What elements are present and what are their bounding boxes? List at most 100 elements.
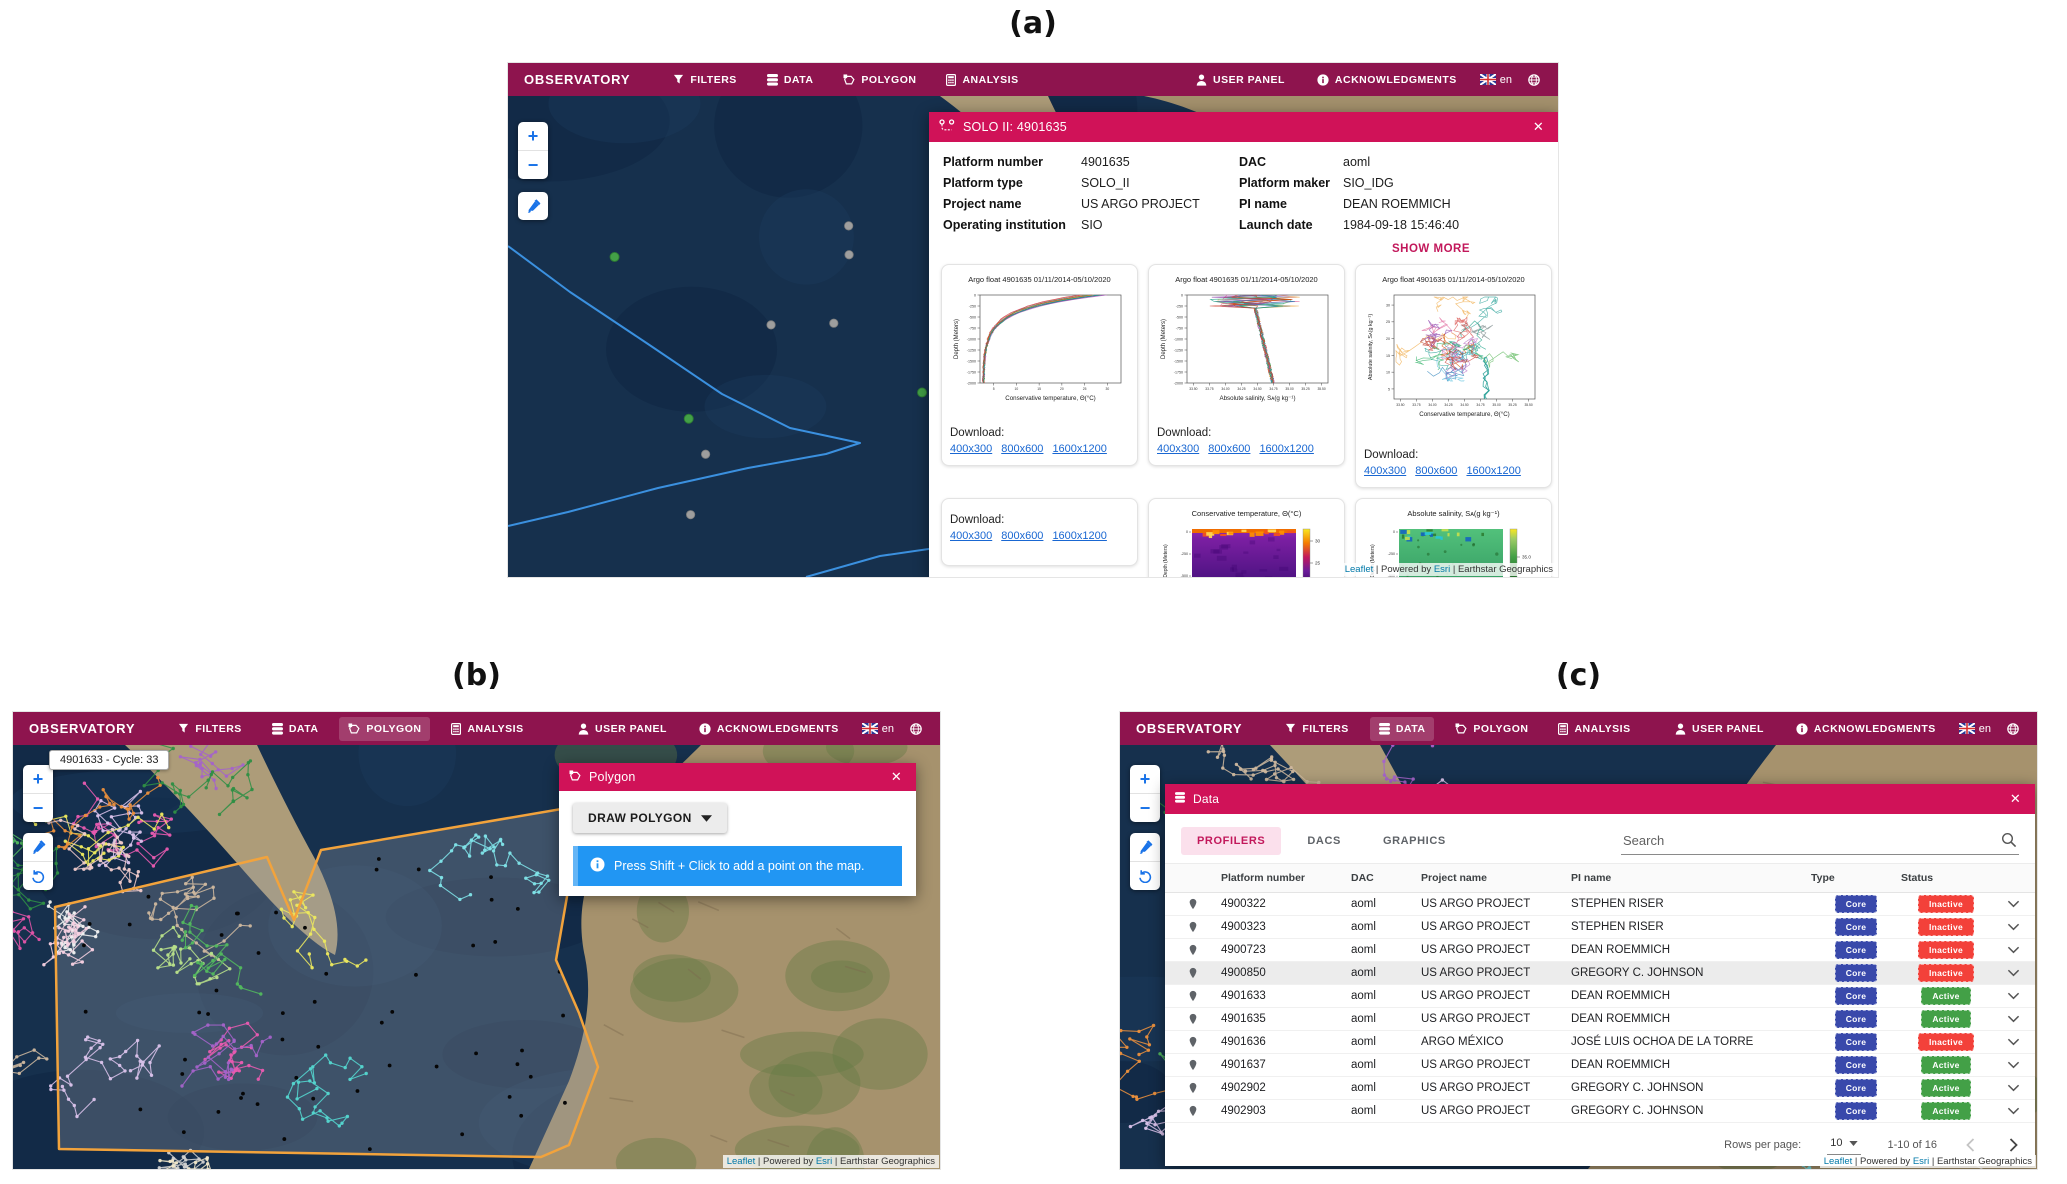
map-b[interactable] [13, 745, 940, 1169]
search-input[interactable] [1621, 827, 2019, 855]
expand-row-button[interactable] [2007, 923, 2020, 931]
download-link-800x600[interactable]: 800x600 [1208, 443, 1251, 455]
nav-item-analysis[interactable]: ANALYSIS [442, 717, 532, 741]
language-selector[interactable]: en [1958, 723, 1991, 735]
table-row-4901633[interactable]: 4901633 aoml US ARGO PROJECT DEAN ROEMMICH C… [1165, 985, 2035, 1008]
table-row-4900850[interactable]: 4900850 aoml US ARGO PROJECT GREGORY C. JOH… [1165, 962, 2035, 985]
tab-dacs[interactable]: DACS [1307, 835, 1341, 847]
globe-menu[interactable] [908, 717, 924, 741]
zoom-in-button[interactable]: + [23, 765, 53, 794]
download-link-800x600[interactable]: 800x600 [1415, 465, 1458, 477]
svg-text:Absolute salinity, Sᴀ(g kg⁻¹): Absolute salinity, Sᴀ(g kg⁻¹) [1368, 314, 1374, 380]
chart-title: Argo float 4901635 01/11/2014-05/10/2020 [968, 275, 1111, 284]
download-link-1600x1200[interactable]: 1600x1200 [1052, 443, 1107, 455]
close-icon[interactable]: ✕ [890, 769, 902, 784]
table-row-4901635[interactable]: 4901635 aoml US ARGO PROJECT DEAN ROEMMICH C… [1165, 1008, 2035, 1031]
previous-page-button[interactable] [1963, 1137, 1979, 1153]
language-selector[interactable]: en [1479, 74, 1512, 86]
clear-layers-button[interactable] [23, 833, 53, 862]
globe-menu[interactable] [1526, 68, 1542, 92]
clear-layers-icon [527, 198, 540, 213]
download-link-1600x1200[interactable]: 1600x1200 [1259, 443, 1314, 455]
nav-item-filters[interactable]: FILTERS [664, 68, 745, 92]
table-row-4900323[interactable]: 4900323 aoml US ARGO PROJECT STEPHEN RISER C… [1165, 916, 2035, 939]
nav-item-acknowledgments[interactable]: ACKNOWLEDGMENTS [690, 717, 848, 741]
nav-item-filters[interactable]: FILTERS [169, 717, 250, 741]
expand-row-button[interactable] [2007, 1015, 2020, 1023]
expand-row-button[interactable] [2007, 1084, 2020, 1092]
leaflet-link[interactable]: Leaflet [1344, 564, 1374, 575]
zoom-in-button[interactable]: + [1130, 765, 1160, 794]
draw-polygon-button[interactable]: DRAW POLYGON [573, 803, 727, 833]
esri-link[interactable]: Esri [1433, 564, 1451, 575]
chevron-down-icon [2007, 992, 2019, 1000]
nav-item-data[interactable]: DATA [758, 68, 823, 92]
zoom-out-button[interactable]: − [527, 154, 539, 175]
table-row-4902902[interactable]: 4902902 aoml US ARGO PROJECT GREGORY C. JOH… [1165, 1077, 2035, 1100]
tab-profilers[interactable]: PROFILERS [1181, 827, 1282, 855]
download-link-400x300[interactable]: 400x300 [1364, 465, 1407, 477]
expand-row-button[interactable] [2007, 1038, 2020, 1046]
zoom-in-button[interactable]: + [518, 122, 548, 151]
download-link-1600x1200[interactable]: 1600x1200 [1466, 465, 1521, 477]
download-label: Download: [1157, 427, 1212, 439]
svg-text:Depth (Meters): Depth (Meters) [1161, 319, 1167, 359]
zoom-out-button[interactable]: − [32, 797, 44, 818]
chart-card-profile-sal: Argo float 4901635 01/11/2014-05/10/2020… [1148, 264, 1345, 466]
language-selector[interactable]: en [861, 723, 894, 735]
nav-item-analysis[interactable]: ANALYSIS [937, 68, 1027, 92]
expand-row-button[interactable] [2007, 1107, 2020, 1115]
expand-row-button[interactable] [2007, 900, 2020, 908]
esri-link[interactable]: Esri [1912, 1156, 1930, 1167]
nav-item-acknowledgments[interactable]: ACKNOWLEDGMENTS [1787, 717, 1945, 741]
table-row-4901637[interactable]: 4901637 aoml US ARGO PROJECT DEAN ROEMMICH C… [1165, 1054, 2035, 1077]
next-page-button[interactable] [2005, 1137, 2021, 1153]
reset-view-button[interactable] [1130, 862, 1160, 890]
close-icon[interactable]: ✕ [1532, 119, 1544, 134]
nav-item-data[interactable]: DATA [1369, 716, 1435, 741]
rows-per-page-select[interactable]: 10 [1827, 1135, 1862, 1155]
nav-item-acknowledgments[interactable]: ACKNOWLEDGMENTS [1308, 68, 1466, 92]
leaflet-link[interactable]: Leaflet [726, 1156, 756, 1167]
nav-item-user-panel[interactable]: USER PANEL [1666, 717, 1773, 741]
nav-item-filters[interactable]: FILTERS [1276, 717, 1357, 741]
expand-row-button[interactable] [2007, 969, 2020, 977]
clear-layers-button[interactable] [1130, 833, 1160, 862]
nav-item-polygon[interactable]: POLYGON [1446, 717, 1537, 741]
nav-item-analysis[interactable]: ANALYSIS [1549, 717, 1639, 741]
app-title: OBSERVATORY [1136, 721, 1243, 736]
svg-text:35.00: 35.00 [1285, 387, 1293, 391]
user-icon [1675, 723, 1686, 735]
close-icon[interactable]: ✕ [2009, 791, 2021, 806]
leaflet-link[interactable]: Leaflet [1823, 1156, 1853, 1167]
reset-view-button[interactable] [23, 862, 53, 890]
table-row-4902903[interactable]: 4902903 aoml US ARGO PROJECT GREGORY C. JOH… [1165, 1100, 2035, 1123]
nav-item-user-panel[interactable]: USER PANEL [569, 717, 676, 741]
tabs-row: PROFILERS DACS GRAPHICS [1165, 814, 2035, 855]
download-link-800x600[interactable]: 800x600 [1001, 443, 1044, 455]
nav-item-polygon[interactable]: POLYGON [834, 68, 925, 92]
download-link-400x300[interactable]: 400x300 [1157, 443, 1200, 455]
clear-layers-button[interactable] [518, 192, 548, 220]
esri-link[interactable]: Esri [815, 1156, 833, 1167]
tab-graphics[interactable]: GRAPHICS [1382, 835, 1446, 847]
zoom-out-button[interactable]: − [1139, 797, 1151, 818]
show-more-button[interactable]: SHOW MORE [1392, 243, 1470, 255]
svg-text:Depth (Meters): Depth (Meters) [1370, 544, 1376, 577]
nav-item-user-panel[interactable]: USER PANEL [1187, 68, 1294, 92]
download-label: Download: [1364, 449, 1419, 461]
expand-row-button[interactable] [2007, 1061, 2020, 1069]
download-link-400x300[interactable]: 400x300 [950, 530, 993, 542]
nav-item-data[interactable]: DATA [263, 717, 328, 741]
table-row-4900723[interactable]: 4900723 aoml US ARGO PROJECT DEAN ROEMMICH C… [1165, 939, 2035, 962]
nav-item-polygon[interactable]: POLYGON [339, 716, 431, 741]
column-header: Project name [1421, 872, 1487, 884]
expand-row-button[interactable] [2007, 946, 2020, 954]
table-row-4900322[interactable]: 4900322 aoml US ARGO PROJECT STEPHEN RISER C… [1165, 893, 2035, 916]
download-link-1600x1200[interactable]: 1600x1200 [1052, 530, 1107, 542]
download-link-800x600[interactable]: 800x600 [1001, 530, 1044, 542]
expand-row-button[interactable] [2007, 992, 2020, 1000]
table-row-4901636[interactable]: 4901636 aoml ARGO MÉXICO JOSÉ LUIS OCHOA DE… [1165, 1031, 2035, 1054]
globe-menu[interactable] [2005, 717, 2021, 741]
download-link-400x300[interactable]: 400x300 [950, 443, 993, 455]
